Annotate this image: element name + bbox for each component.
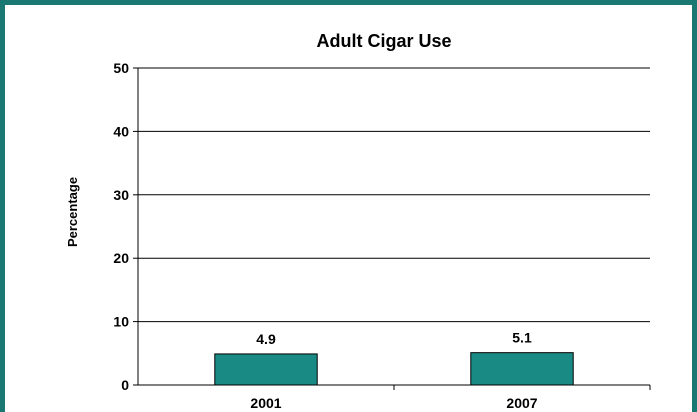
y-axis-label: Percentage xyxy=(65,177,80,247)
y-tick-label-10: 10 xyxy=(113,314,129,330)
bars xyxy=(214,352,574,386)
y-tick-label-0: 0 xyxy=(121,377,129,393)
x-tick-label-2007: 2007 xyxy=(506,395,537,411)
bar-2001 xyxy=(214,353,318,386)
data-label-2007: 5.1 xyxy=(512,330,532,346)
y-tick-label-40: 40 xyxy=(113,123,129,139)
y-tick-label-20: 20 xyxy=(113,250,129,266)
y-tick-label-50: 50 xyxy=(113,60,129,76)
y-tick-label-30: 30 xyxy=(113,187,129,203)
gridlines xyxy=(138,67,650,323)
chart-title: Adult Cigar Use xyxy=(316,31,451,51)
x-tick-label-2001: 2001 xyxy=(250,395,281,411)
data-label-2001: 4.9 xyxy=(256,331,276,347)
labels: 0 10 20 30 40 50 4.9 2001 5.1 2007 xyxy=(113,60,537,411)
axes xyxy=(133,67,651,390)
bar-2007 xyxy=(470,352,574,386)
